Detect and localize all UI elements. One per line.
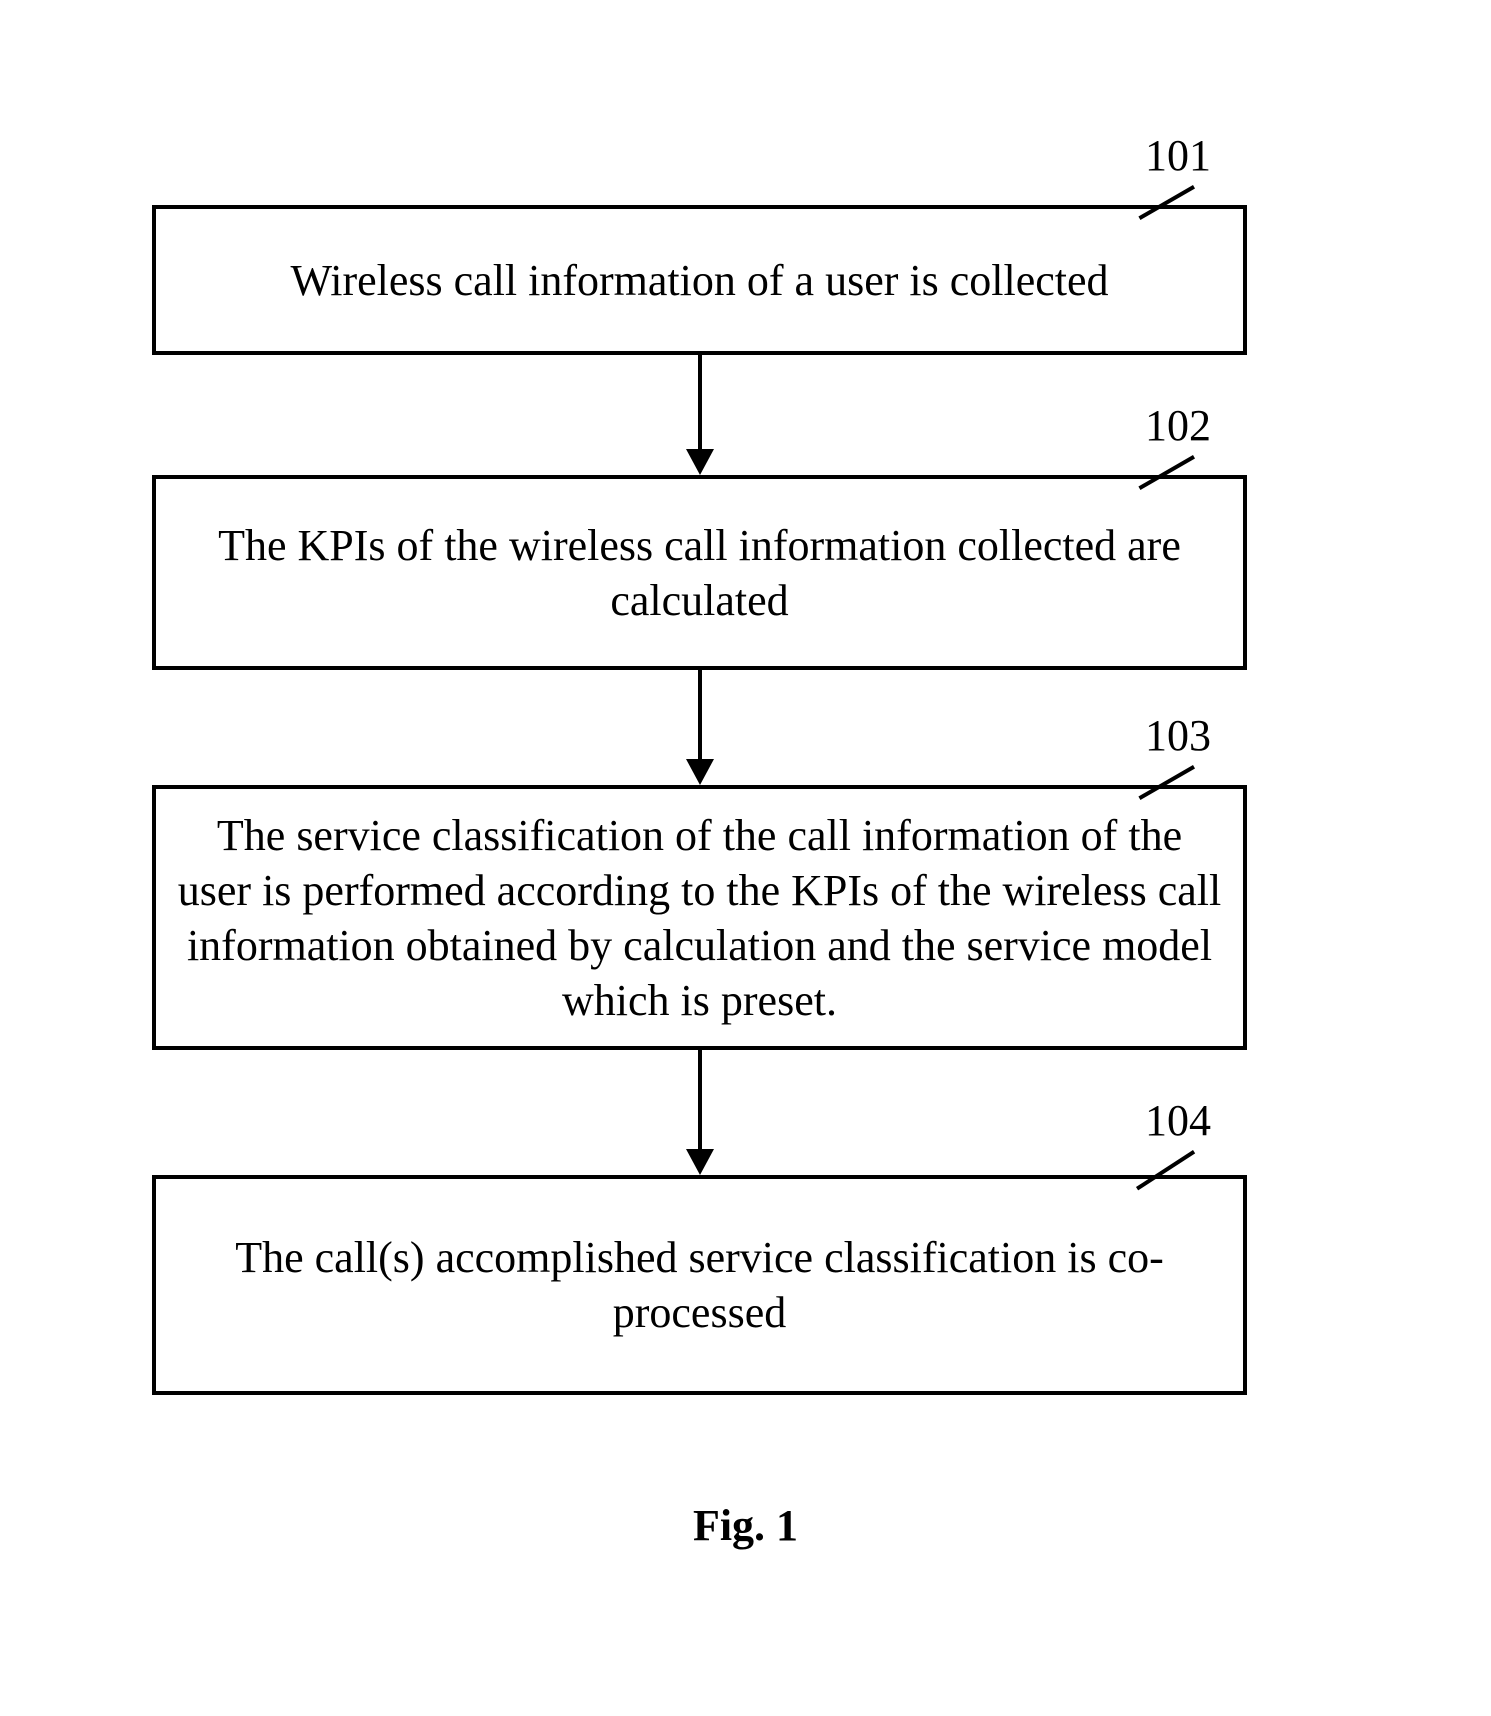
- flowchart-arrow-1-head: [686, 449, 714, 475]
- flowchart-node-102: The KPIs of the wireless call informatio…: [152, 475, 1247, 670]
- flowchart-node-102-text: The KPIs of the wireless call informatio…: [176, 518, 1223, 628]
- flowchart-node-103-text: The service classification of the call i…: [176, 808, 1223, 1028]
- flowchart-arrow-1-line: [698, 355, 702, 449]
- flowchart-arrow-2-line: [698, 670, 702, 759]
- flowchart-node-103-label: 103: [1145, 710, 1211, 761]
- flowchart-arrow-2-head: [686, 759, 714, 785]
- flowchart-node-101-text: Wireless call information of a user is c…: [290, 253, 1108, 308]
- flowchart-node-101-label: 101: [1145, 130, 1211, 181]
- flowchart-node-104-text: The call(s) accomplished service classif…: [176, 1230, 1223, 1340]
- flowchart-node-104: The call(s) accomplished service classif…: [152, 1175, 1247, 1395]
- flowchart-canvas: Wireless call information of a user is c…: [0, 0, 1491, 1716]
- flowchart-node-104-label: 104: [1145, 1095, 1211, 1146]
- flowchart-arrow-3-head: [686, 1149, 714, 1175]
- flowchart-node-102-label: 102: [1145, 400, 1211, 451]
- flowchart-arrow-3-line: [698, 1050, 702, 1149]
- figure-caption: Fig. 1: [0, 1500, 1491, 1551]
- flowchart-node-103: The service classification of the call i…: [152, 785, 1247, 1050]
- flowchart-node-101: Wireless call information of a user is c…: [152, 205, 1247, 355]
